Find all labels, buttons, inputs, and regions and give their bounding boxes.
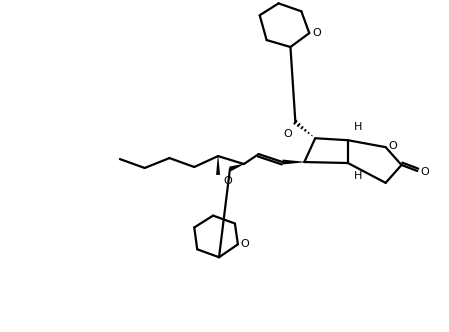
Text: O: O (420, 167, 429, 177)
Polygon shape (229, 164, 244, 171)
Text: O: O (241, 239, 250, 249)
Text: H: H (354, 171, 362, 181)
Text: O: O (224, 176, 232, 186)
Polygon shape (282, 160, 304, 165)
Text: H: H (354, 122, 362, 132)
Text: O: O (389, 141, 397, 151)
Text: O: O (283, 129, 292, 139)
Text: O: O (312, 28, 321, 38)
Polygon shape (216, 156, 220, 175)
